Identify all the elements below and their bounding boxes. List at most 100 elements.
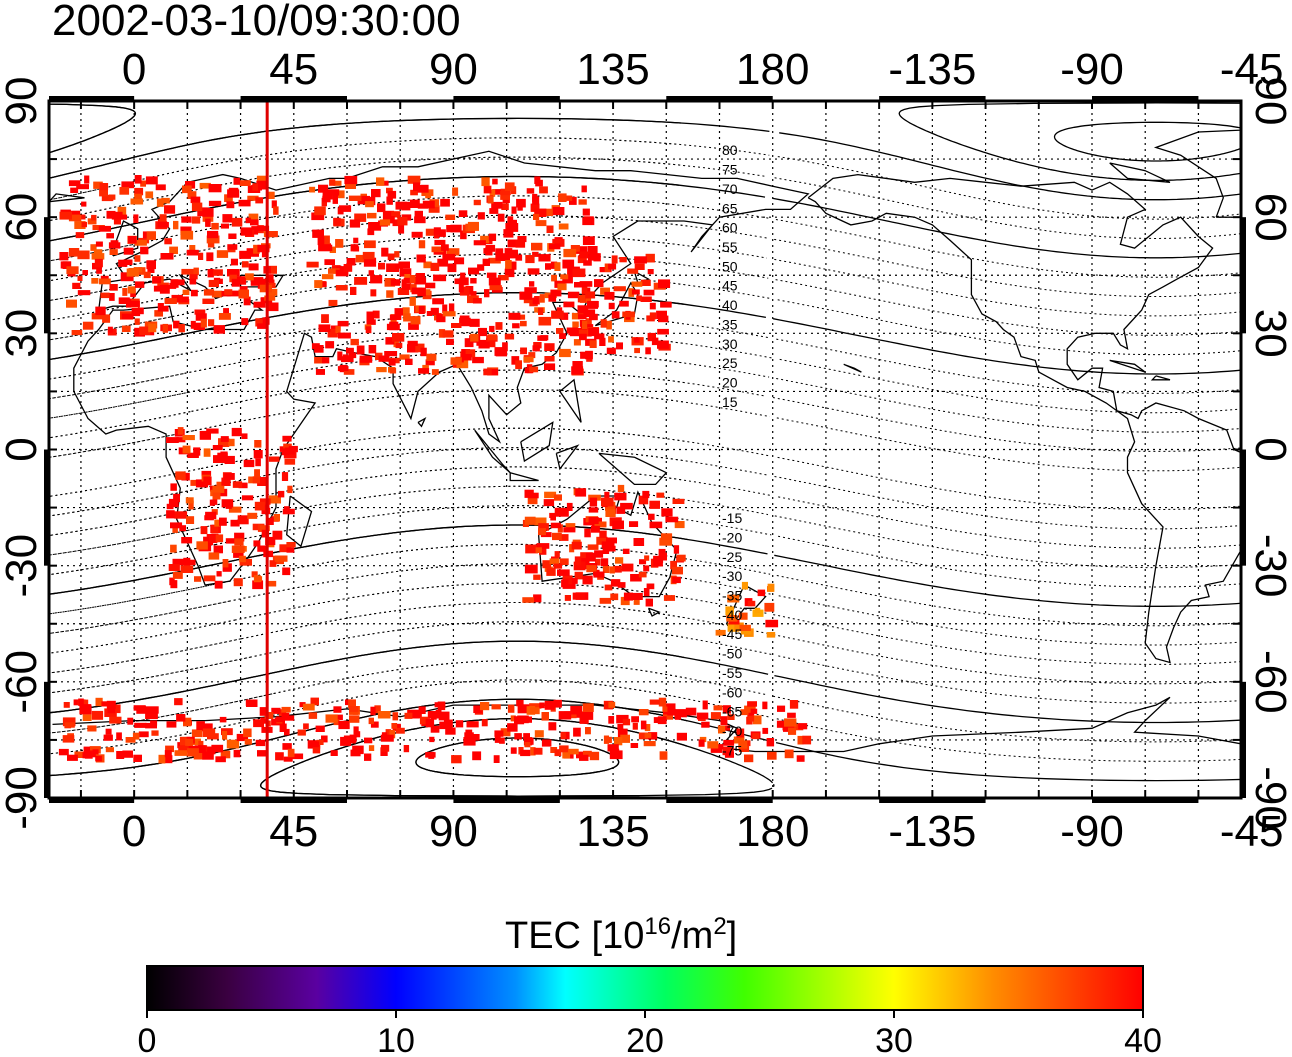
tec-cell-asia: [367, 228, 375, 236]
tec-cell-asia: [379, 219, 391, 226]
coastline: [520, 421, 554, 463]
tec-cell-australia: [549, 558, 560, 565]
tec-cell-antarctica: [776, 720, 785, 728]
tec-cell-japan: [604, 263, 611, 272]
tec-cell-asia: [544, 363, 556, 370]
tec-cell-asia: [343, 369, 355, 375]
tec-cell-asia: [329, 246, 336, 253]
tec-cell-europe: [134, 281, 145, 288]
tec-cell-asia: [569, 196, 577, 205]
tec-cell-antarctica: [644, 724, 651, 732]
tec-cell-asia: [418, 368, 430, 374]
tec-cell-antarctica: [374, 705, 381, 714]
contour-label: 75: [722, 162, 738, 178]
tec-cell-antarctica: [568, 748, 579, 755]
tec-cell-europe: [191, 216, 201, 224]
tec-cell-asia: [407, 175, 421, 184]
tec-cell-antarctica: [723, 739, 735, 746]
contour-line: [49, 311, 681, 380]
tec-cell-europe: [66, 299, 77, 308]
contour-line: [49, 272, 688, 341]
tec-cell-japan: [634, 256, 647, 264]
tec-cell-asia: [452, 187, 459, 196]
tec-cell-europe: [95, 241, 103, 247]
tec-cell-asia: [363, 257, 377, 267]
tec-cell-asia: [324, 235, 330, 245]
tec-cell-africa: [200, 526, 208, 535]
contour-line: [774, 674, 1241, 724]
tec-cell-antarctica: [798, 723, 808, 730]
colorbar-title-mid: /m: [671, 915, 713, 957]
tec-cell-australia: [633, 599, 640, 605]
right-lat-tick-label: -90: [1246, 766, 1292, 830]
tec-cell-asia: [574, 246, 588, 254]
contour-line: [772, 197, 1241, 259]
tec-cell-australia: [615, 557, 624, 564]
tec-cell-africa: [254, 469, 260, 478]
tec-cell-australia: [535, 547, 542, 553]
tec-cell-antarctica: [727, 714, 735, 720]
tec-cell-australia: [586, 565, 597, 573]
tec-cell-asia: [504, 182, 515, 191]
tec-cell-europe: [127, 286, 136, 294]
tec-cell-australia: [539, 547, 547, 555]
tec-cell-asia: [495, 248, 504, 256]
tec-cell-antarctica: [630, 743, 639, 748]
tec-cell-japan: [604, 291, 615, 300]
tec-cell-asia: [472, 356, 484, 364]
tec-cell-antarctica: [445, 727, 456, 735]
tec-cell-antarctica: [58, 748, 69, 756]
tec-cell-asia: [336, 266, 346, 273]
tec-cell-antarctica: [579, 754, 589, 761]
tec-cell-asia: [545, 263, 551, 270]
tec-cell-japan: [599, 337, 606, 346]
contour-line: [772, 318, 1241, 375]
tec-cell-asia: [507, 249, 518, 259]
tec-cell-asia: [356, 345, 365, 355]
tec-cell-asia: [548, 294, 557, 302]
tec-cell-asia: [321, 314, 329, 323]
tec-cell-south-america: [5, 610, 12, 617]
tec-cell-asia: [387, 253, 395, 261]
tec-cell-europe: [108, 194, 116, 200]
tec-cell-asia: [454, 278, 463, 285]
tec-cell-antarctica: [178, 745, 189, 753]
tec-cell-africa: [224, 473, 235, 480]
contour-label: -30: [722, 568, 742, 584]
tec-cell-new-zealand: [767, 583, 775, 592]
tec-cell-antarctica: [784, 749, 794, 759]
tec-cell-asia: [560, 312, 569, 320]
tec-cell-asia: [535, 220, 547, 227]
tec-cell-antarctica: [463, 737, 476, 746]
tec-cell-australia: [573, 561, 586, 571]
tec-cell-australia: [533, 574, 541, 580]
tec-cell-asia: [557, 283, 567, 291]
tec-cell-asia: [414, 210, 423, 218]
tec-cell-antarctica: [202, 751, 214, 760]
colorbar-tick-label: 30: [875, 1022, 913, 1057]
tec-cell-africa: [259, 498, 271, 505]
tec-cell-africa: [279, 544, 292, 553]
frame-band: [44, 217, 49, 334]
tec-cell-africa: [252, 476, 260, 484]
tec-cell-europe: [198, 252, 204, 260]
tec-cell-australia: [522, 597, 534, 603]
contour-line: [49, 543, 685, 615]
tec-cell-asia: [554, 262, 561, 271]
tec-cell-africa: [247, 512, 258, 519]
tec-cell-europe: [264, 295, 276, 301]
tec-cell-asia: [546, 225, 554, 233]
tec-cell-antarctica: [710, 747, 723, 753]
tec-cell-asia: [388, 358, 396, 366]
tec-cell-europe: [146, 260, 156, 270]
tec-cell-asia: [570, 245, 580, 252]
tec-cell-new-zealand: [728, 619, 740, 625]
contour-line: [774, 515, 1241, 569]
tec-cell-europe: [268, 274, 274, 283]
tec-cell-europe: [134, 239, 147, 246]
tec-cell-antarctica: [310, 697, 319, 706]
tec-cell-new-zealand: [727, 594, 740, 603]
tec-cell-europe: [247, 195, 259, 201]
tec-cell-asia: [354, 213, 367, 222]
tec-cell-australia: [528, 492, 539, 499]
